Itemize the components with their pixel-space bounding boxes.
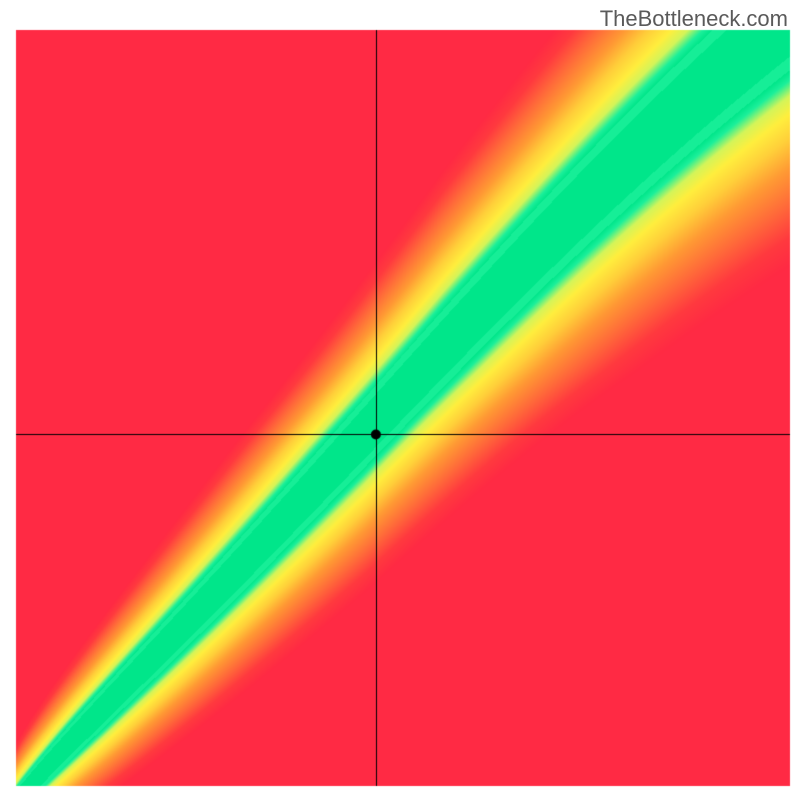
bottleneck-heatmap [0, 0, 800, 800]
chart-container: TheBottleneck.com [0, 0, 800, 800]
